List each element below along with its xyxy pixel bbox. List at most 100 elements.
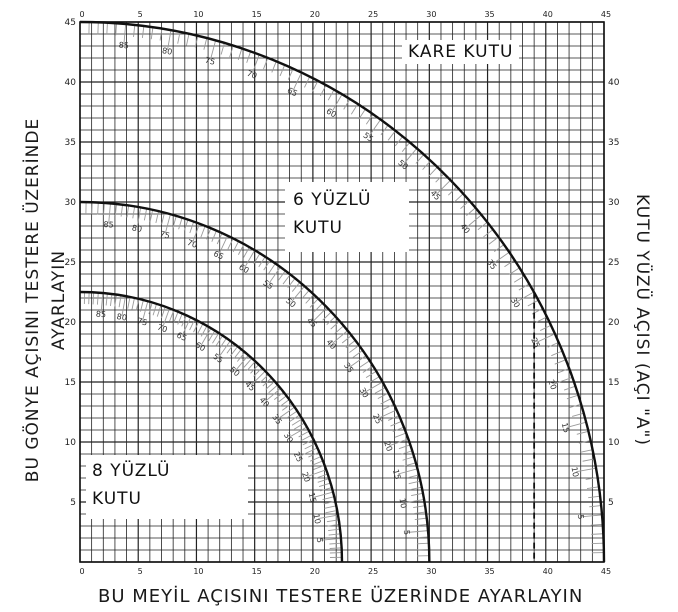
arc-label: 55: [261, 278, 275, 291]
hatch-mark: [591, 533, 604, 535]
hatch-mark: [586, 486, 599, 489]
hatch-mark: [189, 221, 195, 234]
hatch-mark: [291, 281, 301, 292]
hatch-mark: [210, 40, 217, 60]
hatch-mark: [263, 259, 271, 271]
hatch-mark: [509, 267, 520, 275]
hatch-mark: [311, 460, 324, 466]
hatch-mark: [308, 451, 320, 458]
hatch-mark: [307, 469, 327, 477]
hatch-mark: [232, 241, 239, 253]
hatch-mark: [557, 368, 570, 374]
hatch-mark: [416, 542, 429, 545]
axis-ticks: 0 5 10 15 20 25 30 35 40 450 5 10 15 20 25 30 35 40 455101…: [65, 10, 620, 576]
arc-label: 25: [292, 450, 304, 463]
hatch-mark: [358, 108, 366, 120]
hatch-mark: [314, 302, 323, 312]
hatch-mark: [156, 305, 162, 317]
hatch-mark: [350, 103, 359, 115]
arc-label: 5: [315, 537, 324, 543]
hatch-mark: [504, 259, 515, 268]
hatch-mark: [152, 303, 158, 316]
hatch-mark: [578, 440, 591, 444]
hatch-mark: [149, 209, 154, 222]
hatch-mark: [141, 25, 145, 38]
hatch-mark: [282, 274, 291, 285]
hatch-mark: [590, 523, 603, 526]
hatch-mark: [582, 514, 603, 518]
hatch-mark: [324, 505, 337, 509]
hatch-mark: [413, 505, 426, 509]
hatch-mark: [251, 54, 260, 74]
hatch-mark: [281, 402, 293, 411]
hatch-mark: [97, 202, 99, 215]
hatch-mark: [287, 68, 294, 80]
hatch-mark: [148, 302, 153, 315]
hatch-mark: [300, 290, 310, 300]
hatch-mark: [211, 230, 217, 242]
hatch-mark: [229, 45, 234, 58]
arc-label: 15: [560, 422, 571, 434]
hatch-mark: [569, 403, 582, 409]
hatch-mark: [547, 341, 559, 348]
hatch-mark: [150, 27, 154, 40]
hatch-mark: [407, 474, 420, 479]
hatch-mark: [162, 308, 171, 328]
arc-label: 80: [131, 223, 143, 234]
y-left-tick-label: 25: [65, 258, 76, 268]
hatch-mark: [466, 207, 476, 216]
hatch-mark: [400, 450, 413, 455]
x-bottom-tick-label: 10: [193, 567, 203, 576]
hatch-mark: [518, 283, 530, 291]
hatch-mark: [253, 253, 261, 264]
hatch-mark: [103, 202, 105, 215]
hatch-mark: [408, 530, 429, 533]
x-top-tick-label: 35: [484, 10, 494, 19]
hatch-mark: [200, 327, 212, 346]
hatch-mark: [488, 236, 499, 245]
hatch-mark: [413, 511, 426, 515]
hatch-mark: [287, 410, 298, 419]
hatch-mark: [218, 235, 229, 255]
arc-label: 80: [161, 46, 173, 57]
hatch-mark: [169, 309, 175, 322]
hatch-mark: [404, 462, 416, 467]
arc-label: 35: [270, 413, 283, 427]
arc-label: 50: [396, 158, 410, 171]
x-top-tick-label: 5: [138, 10, 143, 19]
hatch-mark: [589, 505, 602, 508]
hatch-mark: [298, 430, 310, 438]
x-bottom-tick-label: 15: [252, 567, 262, 576]
hatch-mark: [566, 394, 579, 400]
hatch-marks: [83, 22, 604, 558]
x-top-tick-label: 30: [426, 10, 436, 19]
hatch-mark: [287, 278, 296, 289]
hatch-mark: [121, 296, 126, 316]
x-bottom-tick-label: 45: [601, 567, 611, 576]
hatch-mark: [183, 219, 189, 232]
arc-label: 85: [118, 41, 129, 51]
hatch-mark: [415, 154, 425, 164]
hatch-mark: [331, 330, 348, 344]
hatch-mark: [142, 301, 149, 321]
hatch-mark: [263, 57, 269, 70]
hatch-mark: [243, 246, 250, 258]
hatch-mark: [539, 324, 552, 331]
oct-box-label-line2: KUTU: [92, 489, 142, 509]
hatch-mark: [572, 412, 584, 417]
y-right-tick-label: 40: [608, 78, 620, 88]
hatch-mark: [178, 217, 183, 230]
hatch-mark: [160, 306, 166, 319]
hatch-mark: [513, 275, 525, 283]
x-top-tick-label: 0: [79, 10, 84, 19]
hatch-mark: [368, 376, 380, 384]
y-left-tick-label: 5: [70, 498, 76, 508]
hatch-mark: [291, 418, 303, 426]
hatch-mark: [414, 517, 427, 521]
hatch-mark: [271, 61, 277, 73]
hatch-mark: [312, 80, 319, 92]
hatch-mark: [365, 114, 374, 125]
hatch-mark: [181, 315, 187, 327]
hatch-mark: [493, 244, 505, 253]
hatch-mark: [155, 211, 160, 224]
